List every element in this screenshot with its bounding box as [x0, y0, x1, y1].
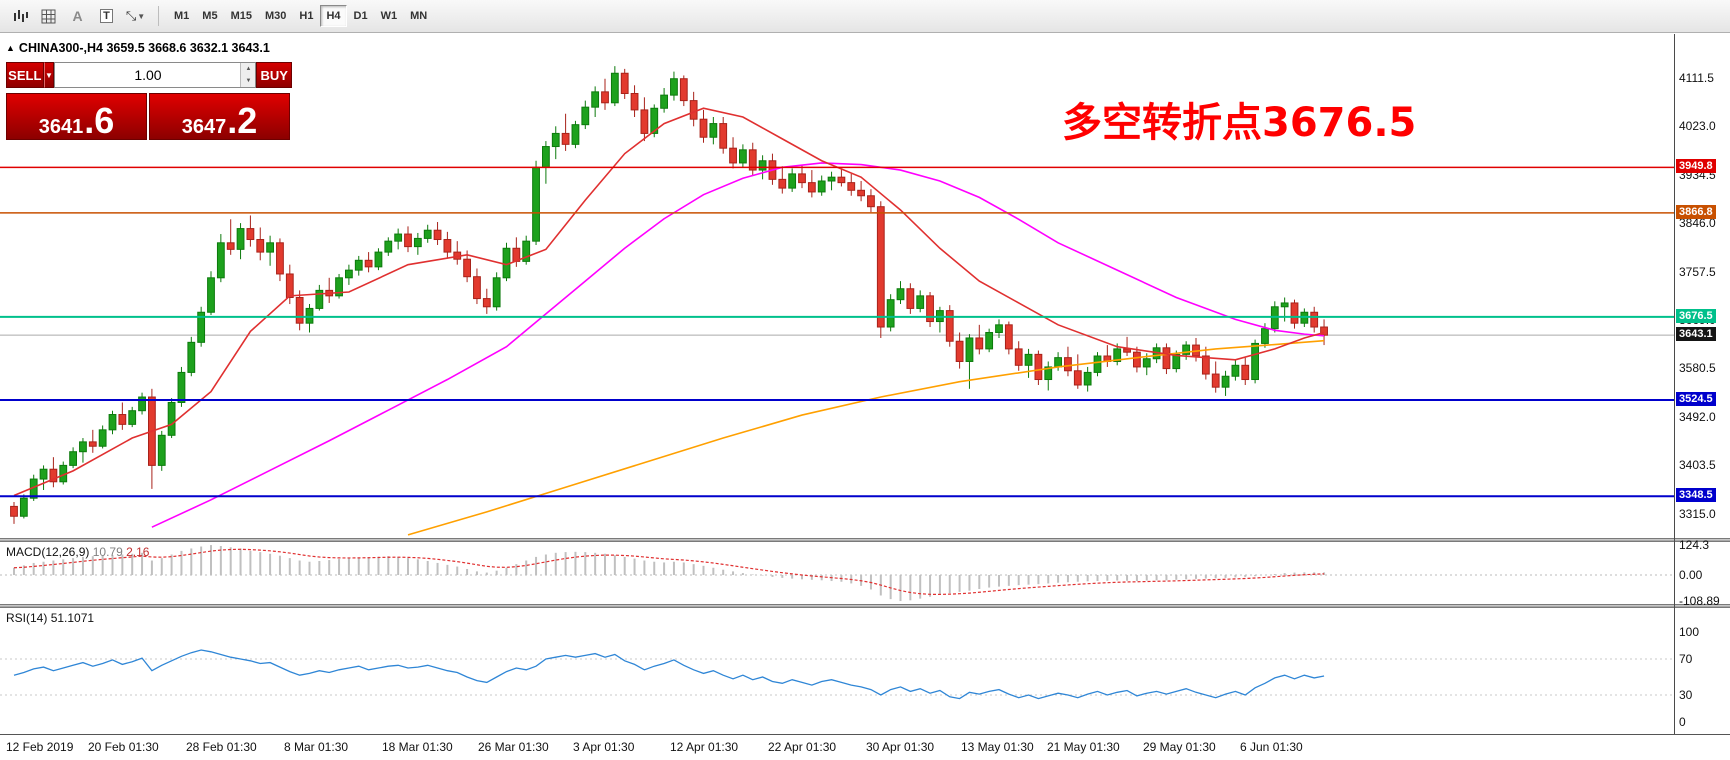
price-axis-label: 3492.0 — [1679, 409, 1716, 424]
time-axis-label: 26 Mar 01:30 — [478, 740, 549, 754]
rsi-panel: RSI(14) 51.1071 — [0, 608, 1674, 734]
tab-timeframe-W1[interactable]: W1 — [380, 10, 398, 22]
toolbar: A T ⤡ ▼ M1 M5 M15 M30 H1 H4 D1 W1 MN — [0, 0, 1730, 33]
ma-slow-line — [151, 162, 1325, 528]
volume-dropdown-button[interactable]: ▼ — [43, 62, 55, 88]
collapse-chart-icon[interactable]: ▲ — [6, 43, 15, 53]
price-axis-label: 3580.5 — [1679, 361, 1716, 376]
rsi-axis-label: 70 — [1679, 652, 1693, 666]
bar-chart-icon[interactable] — [6, 4, 33, 28]
sell-price-box[interactable]: 3641.6 — [6, 93, 147, 141]
time-axis-label: 22 Apr 01:30 — [768, 740, 837, 754]
rsi-label: RSI(14) 51.1071 — [6, 611, 95, 625]
macd-signal-value: 2.16 — [126, 545, 150, 559]
price-axis-label: 3315.0 — [1679, 506, 1716, 521]
macd-axis-label: 124.3 — [1679, 538, 1710, 552]
time-axis-label: 28 Feb 01:30 — [186, 740, 257, 754]
tab-timeframe-M1[interactable]: M1 — [174, 10, 190, 22]
macd-canvas[interactable] — [0, 542, 1674, 604]
volume-box: ▲ ▼ — [54, 62, 257, 88]
time-axis-label: 12 Feb 2019 — [6, 740, 74, 754]
time-axis-label: 6 Jun 01:30 — [1240, 740, 1303, 754]
tab-timeframe-M5[interactable]: M5 — [202, 10, 218, 22]
time-axis-label: 20 Feb 01:30 — [88, 740, 159, 754]
price-axis-separator — [1674, 34, 1675, 734]
chart-annotation-text: 多空转折点3676.5 — [1062, 100, 1417, 146]
buy-button[interactable]: BUY — [256, 62, 292, 88]
buy-price-box[interactable]: 3647.2 — [149, 93, 290, 141]
buy-price-pips: .2 — [227, 100, 258, 141]
rsi-line — [13, 649, 1325, 700]
tab-timeframe-MN[interactable]: MN — [410, 10, 428, 22]
sell-price-pips: .6 — [84, 100, 115, 141]
tab-timeframe-D1[interactable]: D1 — [353, 10, 368, 22]
time-axis-label: 12 Apr 01:30 — [670, 740, 739, 754]
price-axis-label: 3403.5 — [1679, 458, 1716, 473]
macd-label: MACD(12,26,9) 10.79 2.16 — [6, 545, 150, 559]
price-tag: 3348.5 — [1676, 488, 1716, 503]
volume-up-icon[interactable]: ▲ — [241, 63, 256, 75]
price-tag: 3676.5 — [1676, 308, 1716, 323]
rsi-canvas[interactable] — [0, 608, 1674, 734]
chevron-down-icon: ▼ — [137, 11, 146, 21]
panel-divider[interactable] — [0, 538, 1730, 542]
cursor-tool-icon[interactable]: ⤡ ▼ — [125, 8, 146, 23]
font-tool-icon[interactable]: A — [72, 8, 83, 24]
price-axis-label: 4111.5 — [1679, 71, 1714, 85]
symbol-ohlc-info: CHINA300-,H4 3659.5 3668.6 3632.1 3643.1 — [18, 41, 270, 55]
panel-divider[interactable] — [0, 604, 1730, 608]
chart-canvas[interactable] — [0, 34, 1674, 538]
price-axis[interactable]: 4111.54023.03934.53846.03757.53669.03580… — [1675, 0, 1730, 759]
rsi-axis-label: 100 — [1679, 625, 1700, 639]
price-axis-label: 3757.5 — [1679, 264, 1716, 279]
price-axis-label: 4023.0 — [1679, 119, 1716, 134]
price-axis-label: 3846.0 — [1679, 216, 1716, 231]
sell-price-main: 3641 — [38, 116, 84, 138]
macd-axis-label: 0.00 — [1679, 568, 1703, 582]
macd-histogram — [13, 545, 1326, 602]
toolbar-separator — [158, 6, 159, 26]
volume-input[interactable] — [55, 63, 241, 87]
tab-timeframe-M30[interactable]: M30 — [264, 10, 287, 22]
price-tag: 3643.1 — [1676, 327, 1716, 342]
ma-fast-line — [13, 107, 1325, 497]
tab-timeframe-M15[interactable]: M15 — [230, 10, 252, 22]
one-click-trade-widget: SELL ▼ ▲ ▼ BUY 3641.6 3647.2 — [6, 62, 292, 141]
rsi-axis-label: 0 — [1679, 715, 1686, 729]
time-axis-label: 8 Mar 01:30 — [284, 740, 349, 754]
macd-main-value: 10.79 — [92, 545, 123, 559]
chart-header: ▲ CHINA300-,H4 3659.5 3668.6 3632.1 3643.… — [6, 41, 270, 55]
tab-timeframe-H4[interactable]: H4 — [320, 5, 347, 27]
ma-long-line — [407, 339, 1325, 536]
time-axis[interactable]: 12 Feb 2019 20 Feb 01:30 28 Feb 01:30 8 Mar… — [0, 734, 1730, 760]
price-tag: 3866.8 — [1676, 204, 1716, 219]
volume-stepper: ▲ ▼ — [240, 63, 256, 87]
time-axis-label: 29 May 01:30 — [1143, 740, 1216, 754]
time-axis-label: 3 Apr 01:30 — [573, 740, 635, 754]
main-chart-panel: ▲ CHINA300-,H4 3659.5 3668.6 3632.1 3643.… — [0, 34, 1674, 538]
sell-button[interactable]: SELL — [6, 62, 44, 88]
buy-price-main: 3647 — [181, 116, 227, 138]
timeframe-group: M1 M5 M15 M30 H1 H4 D1 W1 MN — [168, 5, 433, 27]
text-tool-icon[interactable]: T — [93, 4, 120, 28]
volume-down-icon[interactable]: ▼ — [241, 75, 256, 87]
time-axis-label: 18 Mar 01:30 — [382, 740, 453, 754]
grid-icon[interactable] — [35, 4, 62, 28]
rsi-value: 51.1071 — [50, 611, 95, 625]
price-tag: 3524.5 — [1676, 392, 1716, 407]
time-axis-label: 21 May 01:30 — [1047, 740, 1120, 754]
price-tag: 3949.8 — [1676, 159, 1716, 174]
macd-panel: MACD(12,26,9) 10.79 2.16 — [0, 542, 1674, 604]
time-axis-label: 13 May 01:30 — [961, 740, 1034, 754]
macd-axis-label: -108.89 — [1679, 594, 1720, 609]
rsi-axis-label: 30 — [1679, 688, 1693, 702]
tab-timeframe-H1[interactable]: H1 — [299, 10, 314, 22]
time-axis-label: 30 Apr 01:30 — [866, 740, 935, 754]
candles-layer — [10, 66, 1328, 524]
